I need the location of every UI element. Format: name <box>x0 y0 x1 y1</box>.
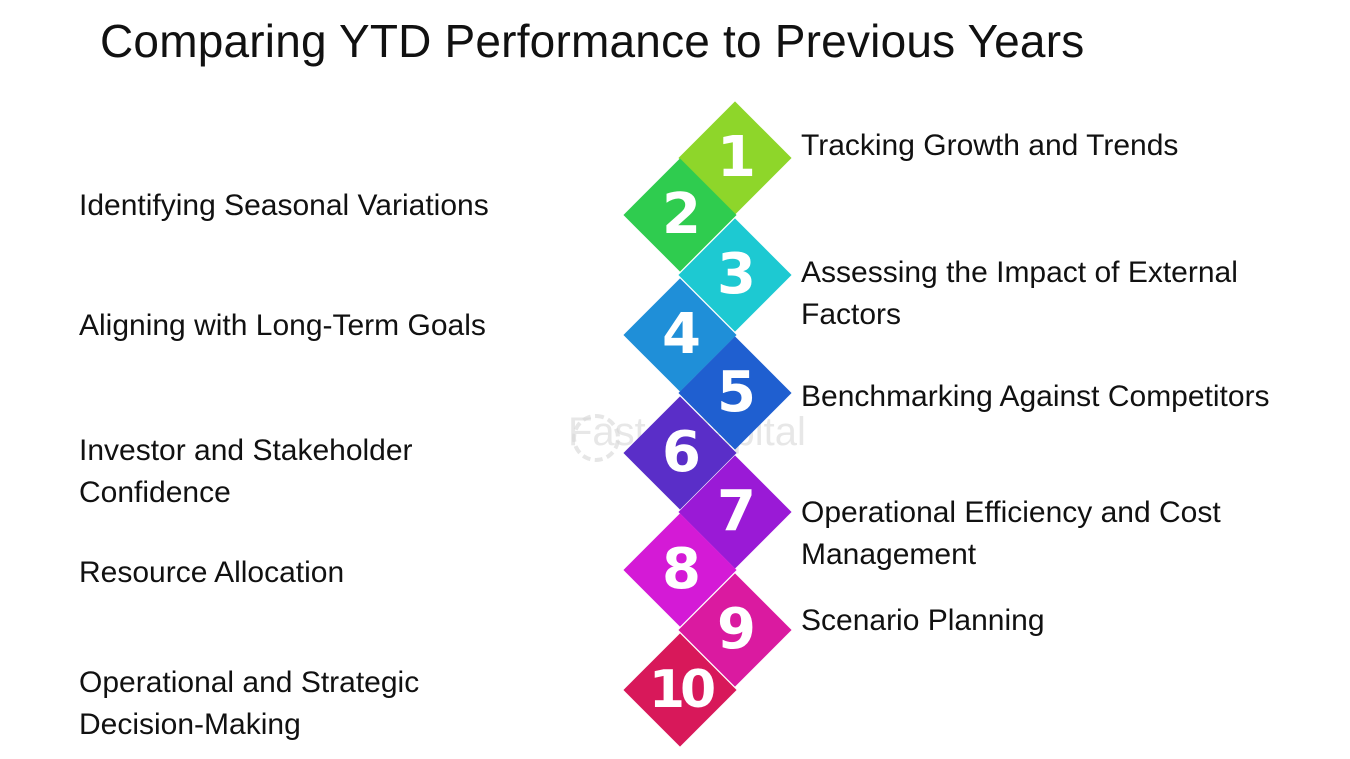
step-1-number: 1 <box>717 125 756 190</box>
step-6-label: Investor and Stakeholder Confidence <box>79 434 413 509</box>
step-4-label: Aligning with Long-Term Goals <box>79 309 486 342</box>
step-5-label: Benchmarking Against Competitors <box>801 380 1270 413</box>
step-3-number: 3 <box>717 242 756 307</box>
step-9-number: 9 <box>717 597 756 662</box>
step-10-label: Operational and Strategic Decision-Makin… <box>79 666 420 741</box>
step-10-number: 10 <box>648 660 716 720</box>
step-2-number: 2 <box>662 182 701 247</box>
step-4-number: 4 <box>662 302 701 367</box>
step-9-label: Scenario Planning <box>801 604 1045 637</box>
step-5-number: 5 <box>717 360 756 425</box>
step-3-label: Assessing the Impact of External Factors <box>801 256 1238 331</box>
step-6-number: 6 <box>662 420 701 485</box>
watermark-gear-icon <box>572 414 620 462</box>
step-1-label: Tracking Growth and Trends <box>801 129 1179 162</box>
step-2-label: Identifying Seasonal Variations <box>79 189 489 222</box>
page-title: Comparing YTD Performance to Previous Ye… <box>100 15 1085 67</box>
step-7-label: Operational Efficiency and Cost Manageme… <box>801 496 1221 571</box>
step-8-number: 8 <box>662 537 701 602</box>
step-7-number: 7 <box>717 479 756 544</box>
step-8-label: Resource Allocation <box>79 556 345 589</box>
